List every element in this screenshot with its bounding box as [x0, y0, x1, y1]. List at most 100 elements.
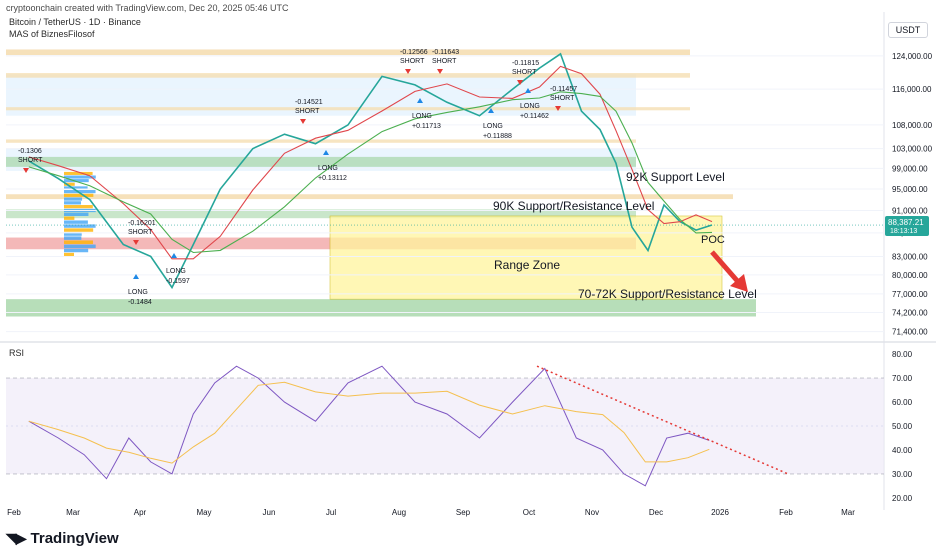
signal-type-label: LONG	[318, 165, 338, 172]
tradingview-logo-icon: ◥▶	[6, 530, 27, 546]
price-tick-label: 99,000.00	[892, 164, 928, 173]
chart-credit: cryptoonchain created with TradingView.c…	[6, 3, 289, 13]
signal-value-label: -0.11815	[512, 60, 539, 67]
x-axis-month-label: Sep	[456, 508, 471, 517]
price-tick-label: 83,000.00	[892, 252, 928, 261]
price-line	[28, 52, 713, 290]
rsi-tick-label: 80.00	[892, 350, 913, 359]
x-axis-month-label: Feb	[779, 508, 793, 517]
reference-band	[6, 73, 690, 78]
signal-type-label: LONG	[520, 103, 540, 110]
price-tick-label: 74,200.00	[892, 308, 928, 317]
reference-band	[6, 107, 690, 111]
short-arrow-icon	[300, 119, 306, 124]
reference-band	[6, 194, 733, 200]
tradingview-logo[interactable]: ◥▶ TradingView	[6, 530, 119, 547]
long-arrow-icon	[488, 108, 494, 113]
reference-band	[6, 299, 756, 317]
volume-profile-bar	[64, 236, 82, 240]
signal-type-label: SHORT	[128, 229, 153, 236]
rsi-line	[28, 365, 710, 487]
indicator-name[interactable]: MAS of BiznesFilosof	[9, 29, 95, 39]
volume-profile-bar	[64, 190, 96, 194]
last-price-badge	[885, 216, 929, 237]
rsi-tick-label: 40.00	[892, 446, 913, 455]
price-tick-label: 116,000.00	[892, 85, 932, 94]
volume-profile-bar	[64, 232, 82, 236]
price-tick-label: 108,000.00	[892, 121, 933, 130]
signal-type-label: SHORT	[432, 58, 457, 65]
x-axis-month-label: Jun	[263, 508, 276, 517]
zone-label: 92K Support Level	[626, 170, 725, 184]
signal-value-label: -0.1597	[166, 278, 190, 285]
signal-value-label: -0.11457	[550, 86, 577, 93]
ema-line	[28, 65, 713, 260]
signal-value-label: -0.12566	[400, 49, 428, 56]
short-arrow-icon	[555, 106, 561, 111]
rsi-tick-label: 60.00	[892, 398, 913, 407]
long-arrow-icon	[133, 274, 139, 279]
projection-arrow-shaft	[710, 250, 742, 286]
signal-value-label: +0.11888	[483, 133, 512, 140]
x-axis-month-label: Dec	[649, 508, 663, 517]
long-arrow-icon	[323, 150, 329, 155]
volume-profile-bar	[64, 186, 88, 190]
x-axis-month-label: 2026	[711, 508, 729, 517]
signal-type-label: SHORT	[550, 95, 575, 102]
range-zone-box	[329, 215, 723, 300]
currency-button[interactable]: USDT	[888, 22, 928, 38]
sma-line	[28, 91, 713, 254]
reference-band	[6, 237, 636, 250]
signal-value-label: +0.11462	[520, 113, 549, 120]
zone-label: Range Zone	[494, 258, 560, 272]
chart-symbol-title[interactable]: Bitcoin / TetherUS · 1D · Binance	[9, 17, 141, 27]
signal-type-label: SHORT	[400, 58, 425, 65]
zone-label: POC	[701, 234, 725, 246]
short-arrow-icon	[437, 69, 443, 74]
x-axis-month-label: Apr	[134, 508, 147, 517]
x-axis-month-label: Oct	[523, 508, 536, 517]
short-arrow-icon	[517, 80, 523, 85]
volume-profile-bar	[64, 240, 93, 244]
signal-type-label: SHORT	[512, 69, 537, 76]
price-tick-label: 71,400.00	[892, 328, 928, 337]
x-axis-month-label: Mar	[66, 508, 80, 517]
rsi-tick-label: 20.00	[892, 494, 913, 503]
volume-profile-bar	[64, 244, 96, 249]
tradingview-logo-text: TradingView	[30, 530, 119, 547]
volume-profile-bar	[64, 193, 94, 197]
zone-label: 90K Support/Resistance Level	[493, 199, 654, 213]
last-price-label: 88,387.21	[888, 218, 924, 227]
rsi-ma-line	[28, 381, 710, 464]
volume-profile-bar	[64, 171, 93, 175]
long-arrow-icon	[417, 98, 423, 103]
price-tick-label: 103,000.00	[892, 145, 933, 154]
signal-value-label: +0.11713	[412, 123, 441, 130]
x-axis-month-label: May	[196, 508, 211, 517]
projection-arrow-head	[730, 274, 748, 292]
volume-profile-bar	[64, 201, 82, 205]
volume-profile-bar	[64, 248, 89, 253]
zone-label: 70-72K Support/Resistance Level	[578, 287, 757, 301]
volume-profile-bar	[64, 228, 94, 232]
signal-type-label: LONG	[483, 123, 503, 130]
volume-profile-bar	[64, 175, 96, 179]
price-tick-label: 91,000.00	[892, 206, 928, 215]
price-tick-label: 95,000.00	[892, 185, 928, 194]
signal-value-label: +0.13112	[318, 175, 347, 182]
countdown-label: 18:13:13	[890, 228, 917, 235]
rsi-tick-label: 70.00	[892, 374, 913, 383]
volume-profile-bar	[64, 216, 75, 220]
signal-value-label: -0.16201	[128, 220, 156, 227]
long-arrow-icon	[171, 253, 177, 258]
volume-profile-bar	[64, 212, 89, 216]
short-arrow-icon	[405, 69, 411, 74]
signal-type-label: SHORT	[295, 108, 320, 115]
price-tick-label: 124,000.00	[892, 52, 933, 61]
signal-value-label: -0.14521	[295, 99, 323, 106]
signal-type-label: LONG	[166, 268, 186, 275]
long-arrow-icon	[525, 88, 531, 93]
volume-profile-bar	[64, 224, 96, 228]
signal-type-label: LONG	[412, 113, 432, 120]
